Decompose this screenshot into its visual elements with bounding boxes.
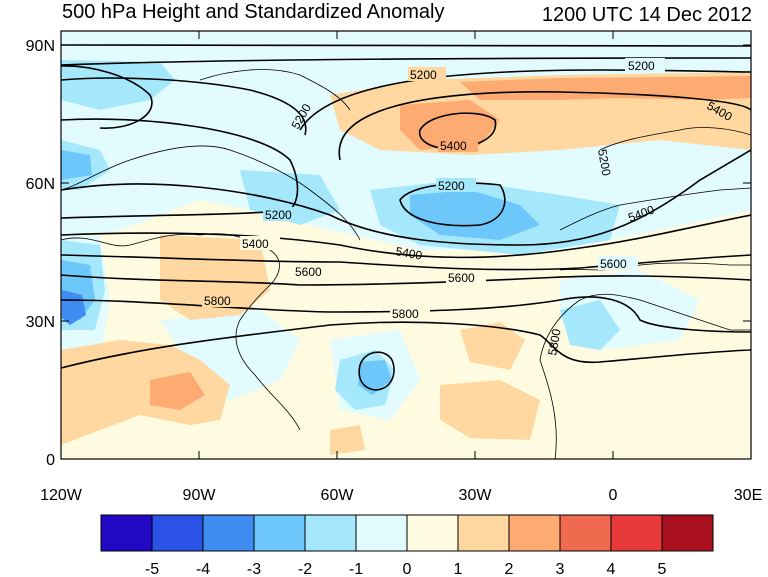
colorbar-label: 0 [403, 561, 412, 577]
contour-label: 5600 [448, 271, 475, 285]
lon-label: 120W [40, 487, 83, 504]
contour-label: 5200 [265, 208, 292, 222]
contour-label: 5200 [595, 148, 613, 177]
lon-label: 30E [734, 487, 762, 504]
colorbar-label: -2 [298, 561, 312, 577]
contour-label: 5200 [410, 68, 437, 82]
colorbar-swatch [202, 514, 255, 552]
colorbar-swatch [406, 514, 459, 552]
colorbar: -5 -4 -3 -2 -1 0 1 2 3 4 5 [100, 514, 714, 577]
contour-label: 5800 [204, 294, 231, 308]
colorbar-label: -1 [349, 561, 363, 577]
lon-label: 90W [183, 487, 217, 504]
lon-label: 60W [321, 487, 355, 504]
colorbar-swatch [151, 514, 204, 552]
colorbar-label: 2 [505, 561, 514, 577]
colorbar-label: 1 [454, 561, 463, 577]
lat-label: 90N [26, 38, 55, 55]
lat-label: 0 [46, 452, 55, 469]
colorbar-swatch [559, 514, 612, 552]
contour-label: 5600 [600, 257, 627, 271]
contour-label: 5400 [242, 237, 269, 251]
colorbar-swatch [100, 514, 153, 552]
coastlines [61, 69, 751, 459]
colorbar-label: -4 [196, 561, 210, 577]
colorbar-swatch [253, 514, 306, 552]
anomaly-shading [61, 31, 751, 459]
lon-label: 30W [459, 487, 493, 504]
valid-time: 1200 UTC 14 Dec 2012 [541, 4, 752, 26]
colorbar-swatch [304, 514, 357, 552]
colorbar-swatch [661, 514, 714, 552]
contour-label: 5400 [440, 139, 467, 153]
colorbar-swatch [610, 514, 663, 552]
colorbar-label: -3 [247, 561, 261, 577]
contour-label: 5800 [392, 307, 419, 321]
contour-label: 5400 [394, 244, 423, 262]
lat-label: 60N [26, 176, 55, 193]
map-title: 500 hPa Height and Standardized Anomaly [62, 1, 445, 23]
colorbar-swatch [457, 514, 510, 552]
lon-label: 0 [609, 487, 618, 504]
contour-label: 5800 [545, 327, 563, 356]
lat-label: 30N [26, 314, 55, 331]
colorbar-label: 3 [556, 561, 565, 577]
lon-ticks [198, 31, 614, 459]
plot-frame [60, 30, 752, 460]
lat-ticks [61, 44, 751, 322]
colorbar-label: 5 [658, 561, 667, 577]
contour-label: 5200 [438, 179, 465, 193]
colorbar-swatch [508, 514, 561, 552]
height-contours [61, 44, 751, 391]
contour-label: 5600 [295, 265, 322, 279]
colorbar-swatch [355, 514, 408, 552]
colorbar-label: 4 [607, 561, 616, 577]
contour-label: 5200 [628, 59, 655, 73]
colorbar-label: -5 [145, 561, 159, 577]
